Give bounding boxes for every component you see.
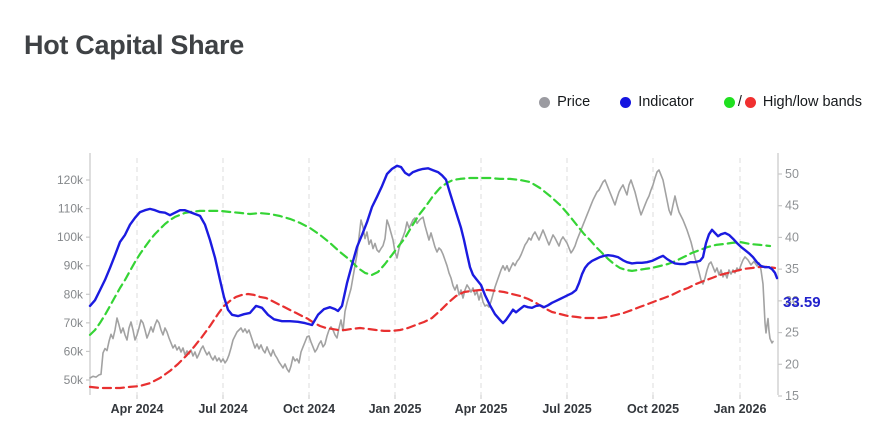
legend-item-bands[interactable]: / High/low bands — [723, 94, 862, 110]
x-tick-label: Jan 2026 — [714, 402, 767, 416]
x-tick-label: Jan 2025 — [369, 402, 422, 416]
low-band-legend-dot — [744, 96, 756, 108]
page-title: Hot Capital Share — [24, 30, 244, 60]
low-band-series — [88, 265, 777, 390]
legend: Price Indicator / High/low bands — [539, 94, 862, 110]
legend-item-indicator[interactable]: Indicator — [620, 94, 694, 110]
bands-legend-label: High/low bands — [762, 94, 862, 110]
right-tick-label: 50 — [785, 167, 799, 181]
right-tick-label: 15 — [785, 389, 799, 403]
x-tick-label: Apr 2025 — [455, 402, 508, 416]
x-tick-label: Apr 2024 — [111, 402, 164, 416]
price-legend-dot — [539, 96, 551, 108]
right-tick-label: 30 — [785, 294, 799, 308]
left-tick-label: 100k — [57, 230, 84, 244]
left-tick-label: 110k — [58, 202, 84, 216]
indicator-legend-label: Indicator — [638, 94, 694, 110]
price-legend-label: Price — [557, 94, 591, 110]
right-tick-label: 40 — [785, 230, 799, 244]
left-tick-label: 120k — [57, 173, 84, 187]
left-tick-label: 90k — [64, 259, 84, 273]
left-tick-label: 70k — [64, 316, 84, 330]
x-tick-label: Oct 2024 — [283, 402, 335, 416]
bands-separator: / — [737, 94, 742, 110]
x-tick-label: Oct 2025 — [627, 402, 679, 416]
right-tick-label: 20 — [785, 357, 799, 371]
high-band-legend-dot — [723, 96, 735, 108]
indicator-series — [88, 164, 779, 327]
indicator-last-value-label: 33.59 — [783, 294, 821, 311]
left-tick-label: 60k — [64, 344, 84, 358]
left-tick-label: 80k — [64, 287, 84, 301]
right-tick-label: 25 — [785, 326, 799, 340]
x-tick-label: Jul 2025 — [542, 402, 591, 416]
left-tick-label: 50k — [64, 373, 84, 387]
price-series — [89, 169, 774, 379]
high-band-series — [88, 176, 772, 336]
right-tick-label: 35 — [785, 262, 799, 276]
x-tick-label: Jul 2024 — [198, 402, 247, 416]
right-tick-label: 45 — [785, 199, 799, 213]
legend-item-price[interactable]: Price — [539, 94, 590, 110]
indicator-legend-dot — [620, 96, 632, 108]
